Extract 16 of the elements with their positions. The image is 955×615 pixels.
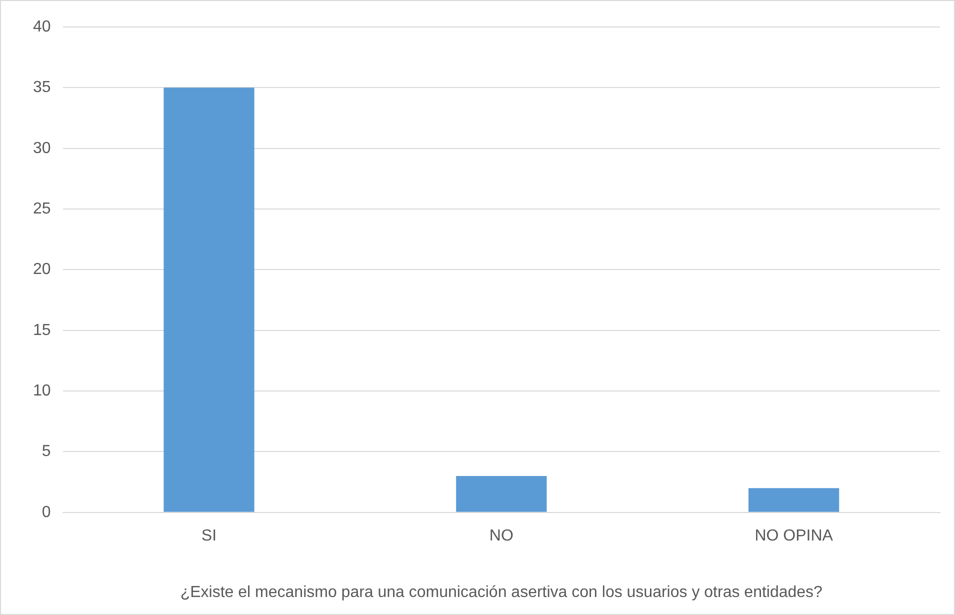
x-tick-label: SI <box>201 527 217 544</box>
y-tick-label: 10 <box>33 382 51 400</box>
bar <box>748 488 840 512</box>
x-tick-label: NO OPINA <box>754 527 834 544</box>
y-tick-label: 5 <box>42 443 51 460</box>
x-axis-title: ¿Existe el mecanismo para una comunicación asertiva con los usuarios y otras entidades? <box>180 584 823 602</box>
bar <box>456 476 547 512</box>
y-tick-label: 25 <box>33 200 51 218</box>
y-tick-label: 30 <box>33 140 51 157</box>
y-tick-label: 40 <box>33 18 51 36</box>
y-tick-label: 35 <box>33 79 51 96</box>
bar <box>164 88 254 512</box>
y-tick-label: 15 <box>33 322 51 339</box>
y-tick-label: 20 <box>33 261 51 278</box>
y-tick-label: 0 <box>42 504 51 521</box>
x-tick-label: NO <box>489 527 514 544</box>
